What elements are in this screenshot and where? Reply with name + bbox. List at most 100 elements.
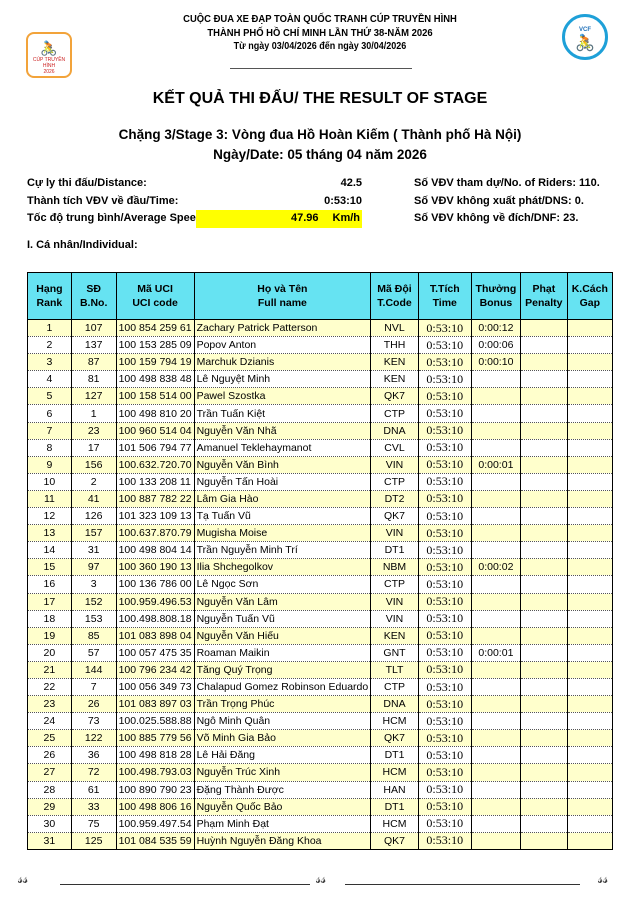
table-cell: 0:00:01 [470,456,522,474]
table-cell: 31 [27,832,72,850]
table-cell: Huỳnh Nguyễn Đăng Khoa [193,832,372,850]
signature-icon: 𝓈𝓈 [18,870,29,886]
table-cell: 0:00:01 [470,644,522,662]
table-cell: 6 [27,404,72,423]
table-cell: Chalapud Gomez Robinson Eduardo [193,678,372,697]
table-cell: 0:53:10 [417,524,472,543]
table-cell: 3 [70,575,117,594]
table-cell: Tăng Quý Trọng [193,661,372,679]
table-cell: DT1 [370,541,419,560]
table-cell: DNA [370,422,419,440]
table-cell: Lê Ngọc Sơn [193,575,372,594]
table-cell: 23 [70,422,117,440]
table-cell [520,558,568,577]
table-cell [566,627,614,645]
table-cell: 0:53:10 [417,336,472,355]
table-row: 16 3 100 136 786 00 Lê Ngọc Sơn CTP 0:53:10 [27,575,614,594]
table-cell [520,336,568,355]
dnf-count: Số VĐV không về đích/DNF: 23. [414,212,579,224]
table-cell: 156 [70,456,117,474]
distance-value: 42.5 [340,177,362,189]
table-cell: DT2 [370,490,419,509]
speed-value: 47.96 [290,212,319,224]
table-cell: 4 [27,370,72,389]
table-cell: 0:53:10 [417,729,472,748]
table-cell: 100 498 804 14 [115,541,195,560]
table-cell: 11 [27,490,72,509]
table-cell: Đặng Thành Được [193,781,372,799]
table-cell: 0:53:10 [417,661,472,679]
table-cell [566,370,614,389]
table-cell [566,593,614,611]
table-cell [566,695,614,714]
table-cell: 30 [27,815,72,833]
table-cell [566,832,614,850]
table-cell: 0:00:06 [470,336,522,355]
table-cell: 100 158 514 00 [115,387,195,406]
table-cell: VIN [370,593,419,611]
table-cell: 8 [27,439,72,457]
table-row: 29 33 100 498 806 16 Nguyễn Quốc Bảo DT1 0:53… [27,798,614,816]
table-cell: Tạ Tuấn Vũ [193,507,372,526]
signature-line [345,884,580,885]
table-cell: HCM [370,712,419,731]
table-cell: 100 887 782 22 [115,490,195,509]
table-cell: 100 498 810 20 [115,404,195,423]
table-cell: 0:53:10 [417,558,472,577]
table-row: 6 1 100 498 810 20 Trần Tuấn Kiệt CTP 0:53:10 [27,404,614,423]
column-header: Thưởng Bonus [470,272,522,320]
header-line2: THÀNH PHỐ HỒ CHÍ MINH LẦN THỨ 38-NĂM 202… [207,27,433,39]
table-cell: Marchuk Dzianis [193,353,372,372]
table-cell [520,575,568,594]
table-cell: KEN [370,353,419,372]
table-cell: Phạm Minh Đạt [193,815,372,833]
table-cell: 100 854 259 61 [115,319,195,338]
table-header: Hạng Rank SĐ B.No. Mã UCI UCI code Họ và Tên Fu… [27,272,614,320]
table-cell: 36 [70,746,117,765]
table-cell [470,575,522,594]
table-cell [566,644,614,662]
table-cell: 100 960 514 04 [115,422,195,440]
table-cell: 122 [70,729,117,748]
table-cell [470,370,522,389]
table-cell: 0:53:10 [417,490,472,509]
time-label: Thành tích VĐV về đầu/Time: [27,194,179,207]
table-cell: Võ Minh Gia Bảo [193,729,372,748]
table-cell: HCM [370,815,419,833]
table-cell [520,524,568,543]
table-cell: Nguyễn Văn Hiếu [193,627,372,645]
table-cell: 101 083 897 03 [115,695,195,714]
table-cell: Amanuel Teklehaymanot [193,439,372,457]
table-cell: CVL [370,439,419,457]
table-cell: Pawel Szostka [193,387,372,406]
distance-label: Cự ly thi đấu/Distance: [27,177,147,189]
table-cell: 100 360 190 13 [115,558,195,577]
table-cell: Lê Nguyệt Minh [193,370,372,389]
table-cell: 0:53:10 [417,422,472,440]
column-header: SĐ B.No. [70,272,117,320]
table-cell [566,524,614,543]
table-cell: KEN [370,370,419,389]
signature-line [60,884,310,885]
stats-left: Cự ly thi đấu/Distance: 42.5 Thành tích V… [27,175,362,228]
table-cell: 101 323 109 13 [115,507,195,526]
table-cell [470,610,522,628]
column-header-label: Full name [257,297,307,309]
table-cell: 16 [27,575,72,594]
column-header: Hạng Rank [27,272,72,320]
table-cell: 100 133 208 11 [115,473,195,491]
table-cell [566,507,614,526]
table-cell: 0:53:10 [417,815,472,833]
stats-right: Số VĐV tham dự/No. of Riders: 110. Số VĐ… [414,175,600,228]
table-cell [520,627,568,645]
table-row: 17 152 100.959.496.53 Nguyễn Văn Lâm VIN 0:53… [27,593,614,611]
column-header-label: Phạt [532,283,556,295]
table-cell: 18 [27,610,72,628]
speed-unit: Km/h [332,212,361,224]
table-cell: KEN [370,627,419,645]
table-row: 23 26 101 083 897 03 Trần Trọng Phúc DNA 0:53… [27,695,614,714]
table-cell: 10 [27,473,72,491]
table-cell: 0:53:10 [417,575,472,594]
signature-icon: 𝓈𝓈 [316,870,327,886]
table-cell: VIN [370,456,419,474]
